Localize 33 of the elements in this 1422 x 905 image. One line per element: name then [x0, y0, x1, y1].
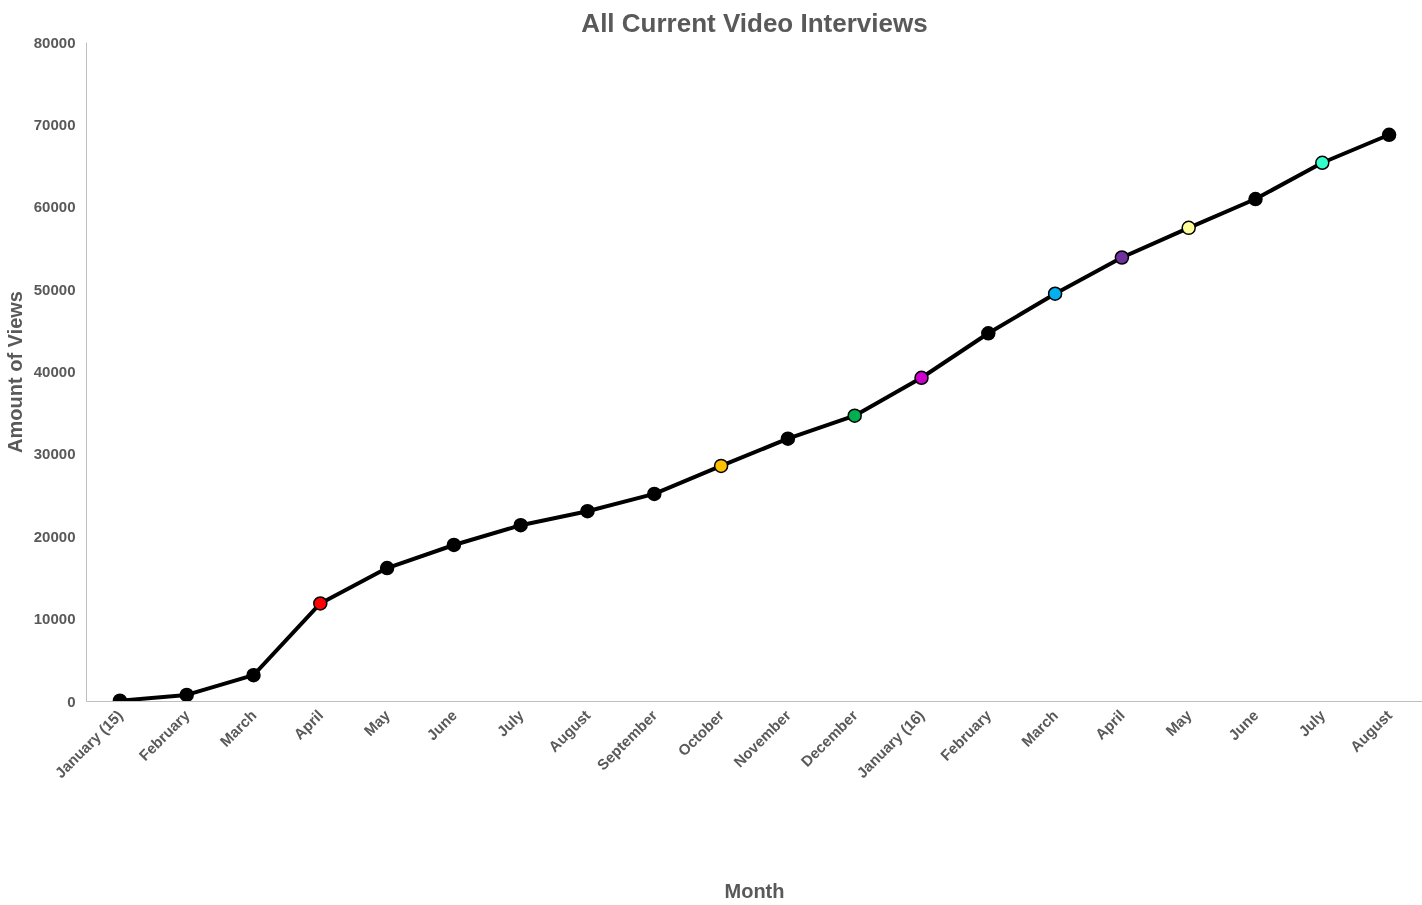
y-tick-label: 10000: [33, 610, 76, 628]
point: [1114, 250, 1130, 265]
point: [713, 458, 729, 474]
y-tick-label: 70000: [33, 115, 76, 133]
point: [1381, 127, 1397, 142]
y-tick-label: 60000: [33, 198, 76, 216]
point: [914, 370, 929, 385]
point: [647, 486, 662, 502]
point: [446, 537, 462, 553]
point: [847, 408, 862, 423]
y-tick-label: 0: [67, 692, 76, 710]
y-tick-label: 40000: [33, 363, 76, 380]
y-tick-label: 30000: [33, 445, 76, 463]
y-axis-title: Amount of Views: [3, 291, 26, 453]
point: [313, 596, 328, 611]
point: [1315, 155, 1330, 170]
point: [780, 431, 796, 446]
x-tick-label: May: [360, 706, 394, 740]
point: [1181, 220, 1196, 236]
x-tick-label: May: [1162, 706, 1196, 740]
y-tick-label: 50000: [33, 280, 76, 298]
chart-title: All Current Video Interviews: [581, 7, 928, 38]
point: [1248, 191, 1263, 207]
y-tick-label: 20000: [33, 527, 76, 545]
point: [580, 503, 595, 519]
point: [379, 560, 395, 576]
x-axis-title: Month: [724, 880, 785, 903]
point: [513, 517, 528, 533]
y-tick-label: 80000: [33, 33, 76, 51]
point: [981, 326, 996, 341]
point: [179, 687, 194, 702]
point: [1047, 286, 1063, 301]
point: [246, 667, 261, 683]
